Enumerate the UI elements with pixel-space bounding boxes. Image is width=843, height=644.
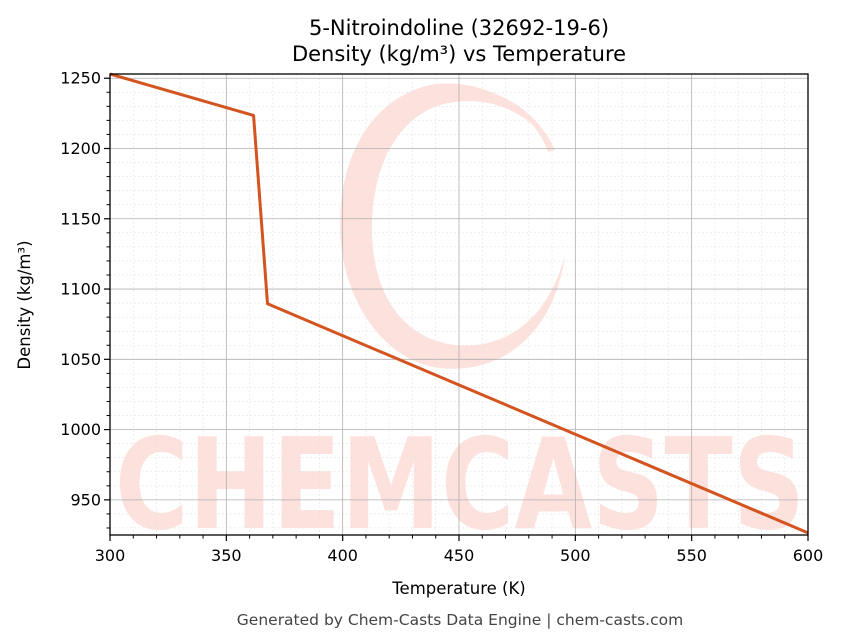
y-tick-label: 950 [70, 490, 101, 509]
x-tick-label: 500 [560, 546, 591, 565]
y-tick-label: 1050 [60, 350, 101, 369]
watermark-text: CHEMCASTS [115, 411, 805, 558]
series-layer [109, 72, 809, 535]
y-axis-ticks: 950 1000 1050 1100 1150 1200 1250 [60, 69, 110, 529]
footer-credit: Generated by Chem-Casts Data Engine | ch… [237, 611, 683, 629]
x-tick-label: 550 [676, 546, 707, 565]
x-tick-label: 450 [444, 546, 475, 565]
y-axis-label: Density (kg/m³) [15, 240, 34, 369]
y-tick-label: 1200 [60, 139, 101, 158]
watermark-logo-icon [340, 83, 565, 369]
x-tick-label: 600 [793, 546, 824, 565]
chart-title: 5-Nitroindoline (32692-19-6) [309, 16, 609, 40]
y-tick-label: 1250 [60, 69, 101, 88]
x-tick-label: 350 [211, 546, 242, 565]
series-line [109, 72, 809, 535]
x-tick-label: 300 [95, 546, 126, 565]
y-tick-label: 1100 [60, 280, 101, 299]
y-tick-label: 1150 [60, 209, 101, 228]
x-tick-label: 400 [327, 546, 358, 565]
x-axis-ticks: 300 350 400 450 500 550 600 [95, 535, 824, 565]
x-axis-label: Temperature (K) [391, 579, 525, 598]
y-tick-label: 1000 [60, 420, 101, 439]
chart-subtitle: Density (kg/m³) vs Temperature [292, 42, 626, 66]
